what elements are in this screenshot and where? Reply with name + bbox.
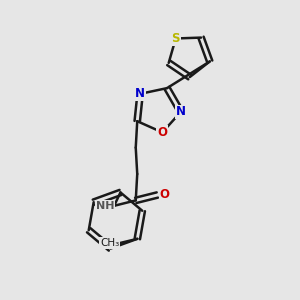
Text: CH₃: CH₃ — [100, 238, 119, 248]
Text: S: S — [172, 32, 180, 45]
Text: N: N — [135, 87, 145, 100]
Text: N: N — [176, 105, 186, 119]
Text: O: O — [158, 126, 167, 139]
Text: NH: NH — [96, 201, 114, 211]
Text: O: O — [160, 188, 170, 202]
